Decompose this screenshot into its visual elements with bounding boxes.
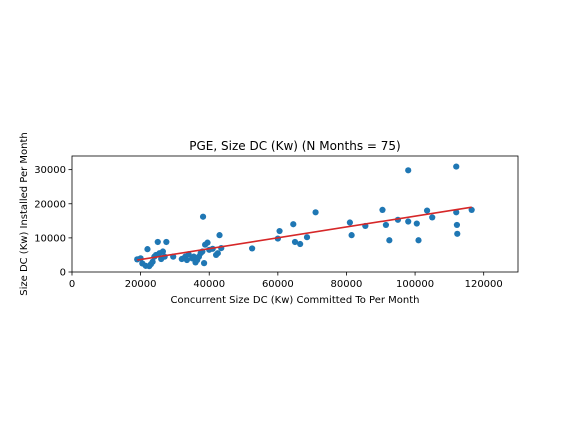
data-point [183, 256, 191, 264]
chart-title: PGE, Size DC (Kw) (N Months = 75) [189, 139, 400, 153]
y-tick-label: 30000 [34, 165, 66, 176]
y-axis-label: Size DC (Kw) Installed Per Month [19, 132, 30, 296]
data-point [312, 209, 319, 216]
x-axis-label: Concurrent Size DC (Kw) Committed To Per… [170, 295, 419, 306]
y-tick-label: 0 [60, 268, 66, 279]
data-point [379, 206, 386, 214]
data-point [249, 245, 256, 252]
x-tick-label: 60000 [262, 279, 294, 290]
data-point [348, 232, 355, 239]
data-point [290, 221, 297, 228]
data-point [423, 207, 431, 214]
data-point [154, 238, 161, 246]
data-point [386, 237, 393, 244]
data-point [144, 246, 151, 253]
data-point [413, 220, 420, 227]
data-point [149, 258, 156, 265]
data-point [468, 206, 475, 214]
y-tick-label: 20000 [34, 199, 66, 210]
data-point [346, 219, 353, 226]
data-point [276, 227, 283, 235]
trend-line [137, 206, 472, 261]
x-tick-label: 100000 [396, 279, 434, 290]
data-point [204, 239, 211, 246]
x-tick-label: 80000 [331, 279, 363, 290]
data-point [159, 248, 167, 255]
data-point [454, 230, 461, 237]
data-point [303, 234, 311, 241]
data-point [199, 213, 207, 220]
x-tick-label: 0 [69, 279, 75, 290]
x-tick-label: 120000 [465, 279, 503, 290]
axes: 0 20000 40000 60000 80000 100000 120000 0 10000 2… [34, 165, 503, 290]
data-point [405, 218, 412, 225]
plot-frame [71, 155, 519, 273]
data-point [453, 221, 461, 229]
data-point [429, 214, 436, 221]
y-tick-label: 10000 [34, 233, 66, 244]
x-tick-label: 40000 [193, 279, 225, 290]
data-point [291, 238, 299, 246]
data-point [200, 260, 208, 267]
data-point [297, 240, 304, 248]
data-point [382, 221, 390, 229]
plot-area [134, 163, 475, 270]
data-point [216, 232, 223, 239]
data-point [453, 209, 460, 216]
data-point [415, 237, 422, 244]
x-tick-label: 20000 [125, 279, 157, 290]
data-point [453, 163, 460, 170]
data-point [214, 250, 221, 257]
data-point [163, 238, 170, 246]
data-point [405, 167, 412, 174]
